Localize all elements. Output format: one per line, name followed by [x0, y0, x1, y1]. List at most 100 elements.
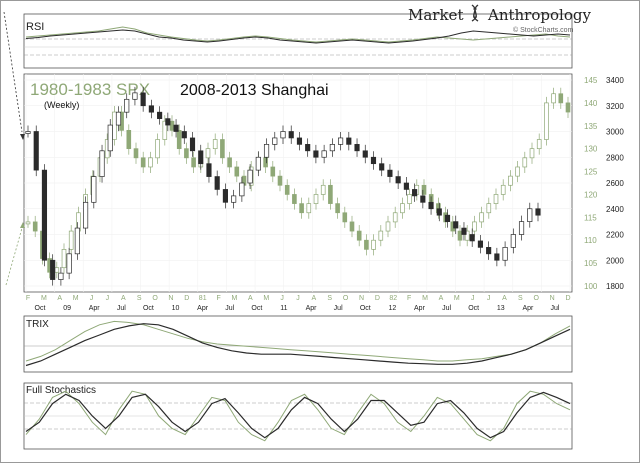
shanghai-candle [58, 272, 64, 280]
shanghai-candle [181, 131, 187, 139]
spx-axis-tick-label: 135 [584, 122, 598, 131]
shanghai-candle [510, 234, 516, 248]
spx-candle [486, 203, 492, 214]
spx-candle [522, 157, 528, 168]
shanghai-month-tick-label: Oct [468, 305, 479, 312]
spx-axis-tick-label: 140 [584, 99, 598, 108]
spx-candle [277, 175, 283, 186]
spx-candle [292, 194, 297, 204]
spx-candle [500, 184, 506, 195]
rsi-panel: RSI [23, 13, 573, 69]
shanghai-candles [25, 86, 541, 286]
shanghai-candle [214, 176, 220, 190]
shanghai-month-tick-label: Apr [306, 305, 318, 312]
stochastics-panel-title: Full Stochastics [26, 385, 96, 396]
spx-candle [32, 221, 38, 232]
spx-candle [162, 120, 168, 140]
shanghai-month-tick-label: Oct [251, 305, 262, 312]
spx-month-tick-label: F [216, 295, 220, 302]
spx-month-tick-label: M [73, 295, 79, 302]
spx-candle [220, 139, 225, 159]
shanghai-month-tick-label: 11 [280, 305, 287, 312]
spx-candle [349, 221, 355, 232]
shanghai-candle [173, 124, 179, 132]
spx-candle [529, 148, 535, 159]
spx-month-tick-label: F [407, 295, 411, 302]
trix-series-spx-line [25, 320, 571, 362]
spx-candle [169, 120, 175, 131]
spx-candle [558, 93, 564, 104]
shanghai-candle [518, 221, 525, 235]
shanghai-month-tick-label: Apr [197, 305, 209, 312]
spx-month-tick-label: S [518, 295, 523, 302]
shanghai-candle [280, 131, 286, 139]
spx-candle [61, 249, 67, 269]
shanghai-month-tick-label: Jul [551, 305, 560, 312]
spx-month-tick-label: A [502, 295, 507, 302]
dna-helix-icon [471, 4, 479, 22]
arrow-head-top [20, 134, 25, 140]
shanghai-candle [99, 150, 105, 177]
spx-month-tick-label: M [263, 295, 269, 302]
trix-series-shanghai-line [25, 323, 571, 367]
spx-month-tick-label: 81 [199, 295, 207, 302]
spx-axis-tick-label: 115 [584, 213, 597, 222]
shanghai-candle [25, 131, 31, 134]
arrow-annotation-bottom [5, 227, 23, 286]
shanghai-candle [148, 105, 154, 113]
spx-month-tick-label: D [565, 295, 570, 302]
spx-axis-tick-label: 120 [584, 190, 598, 199]
shanghai-candle [239, 182, 245, 197]
spx-month-tick-label: N [168, 295, 173, 302]
shanghai-axis-tick-label: 3400 [606, 76, 624, 85]
spx-candle [335, 203, 340, 214]
shanghai-candle [272, 137, 278, 145]
shanghai-candle [165, 118, 171, 126]
spx-month-tick-label: A [439, 295, 444, 302]
shanghai-candle [395, 176, 401, 184]
shanghai-candle [428, 201, 434, 210]
shanghai-candle [157, 111, 163, 119]
spx-candle [148, 157, 153, 168]
trix-panel: TRIX [23, 315, 573, 373]
shanghai-candle [107, 124, 113, 152]
spx-candle [421, 184, 427, 195]
shanghai-candle [132, 92, 138, 100]
shanghai-axis-tick-label: 2400 [606, 205, 624, 214]
spx-candle [313, 194, 319, 204]
spx-candle [464, 230, 470, 241]
spx-month-tick-label: J [471, 295, 475, 302]
spx-candle [133, 148, 139, 159]
shanghai-candle [486, 247, 492, 255]
spx-candle [176, 130, 182, 150]
shanghai-month-tick-label: Jul [117, 305, 126, 312]
shanghai-candle [420, 195, 426, 203]
price-grid [24, 74, 572, 292]
rsi-panel-title: RSI [26, 21, 44, 33]
spx-axis-tick-label: 125 [584, 168, 598, 177]
shanghai-candle [403, 182, 409, 190]
spx-candle [364, 239, 369, 250]
stockcharts-watermark: © StockCharts.com [513, 26, 574, 34]
spx-axis-tick-label: 100 [584, 282, 598, 291]
shanghai-candle [502, 247, 508, 261]
stoch-series-spx-line [25, 390, 571, 442]
spx-candle [328, 184, 333, 204]
shanghai-candle [370, 156, 377, 165]
shanghai-axis-tick-label: 3200 [606, 102, 624, 111]
spx-month-tick-label: J [106, 295, 110, 302]
shanghai-month-tick-label: Jul [334, 305, 343, 312]
shanghai-candle [115, 111, 122, 126]
price-panel: 1980-1983 SPX 2008-2013 Shanghai (Weekly… [3, 11, 624, 312]
shanghai-candle [33, 131, 39, 171]
spx-candle [392, 212, 398, 223]
shanghai-candle [535, 208, 541, 216]
spx-month-tick-label: J [296, 295, 300, 302]
top-month-ticks: F M A M J J A S O N D 81 F M A M J J A S O N D 82 F M A M J J A S O N D [26, 295, 571, 302]
shanghai-candle [362, 150, 368, 158]
spx-candle [479, 212, 484, 223]
shanghai-candle [124, 98, 130, 113]
spx-month-tick-label: A [121, 295, 126, 302]
spx-month-tick-label: M [232, 295, 238, 302]
